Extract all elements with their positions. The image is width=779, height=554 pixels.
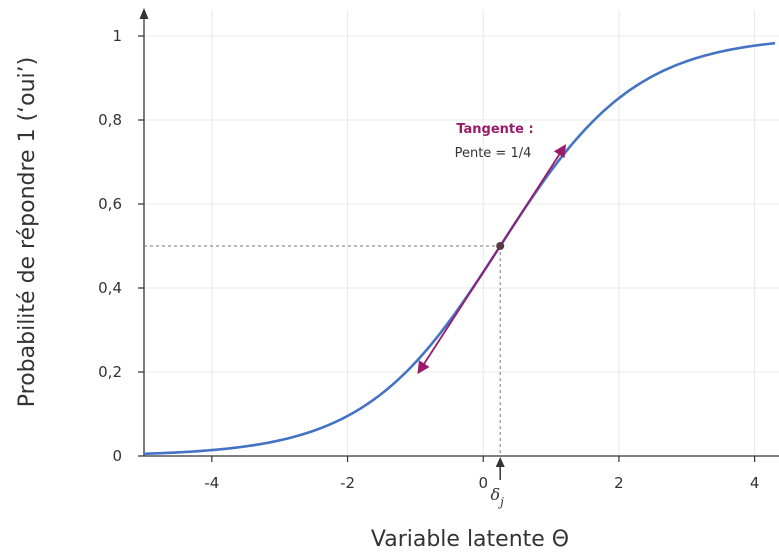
y-tick-label: 0,4 [98, 279, 122, 297]
guide-lines [144, 245, 501, 456]
inflection-point [496, 242, 505, 250]
y-tick-label: 0,2 [98, 363, 122, 381]
y-tick-label: 0 [112, 447, 122, 465]
x-tick-label: -2 [340, 474, 355, 492]
y-axis-arrow [139, 8, 149, 19]
tangent-title: Tangente : [456, 122, 533, 137]
delta-label: δj [491, 485, 505, 509]
logistic-curve [143, 41, 776, 456]
y-axis-title: Probabilité de répondre 1 (‘oui’) [15, 57, 40, 407]
tangent-annotation: Tangente : Pente = 1/4 [455, 122, 534, 161]
x-axis-title: Variable latente Θ [371, 527, 569, 552]
x-tick-label: 2 [614, 474, 624, 492]
tangent-slope-text: Pente = 1/4 [455, 146, 532, 161]
gridlines [144, 10, 779, 456]
delta-marker: δj [491, 457, 505, 509]
y-tick-label: 0,6 [98, 195, 122, 213]
y-tick-label: 0,8 [98, 111, 122, 129]
x-tick-label: -4 [204, 474, 219, 492]
x-tick-label: 4 [750, 474, 760, 492]
x-tick-labels: -4 -2 0 2 4 [204, 456, 759, 492]
tangent-line [417, 144, 567, 375]
y-tick-labels: 0 0,2 0,4 0,6 0,8 1 [98, 27, 144, 465]
series [143, 41, 776, 456]
delta-arrow-head [495, 457, 505, 467]
axes [139, 8, 779, 457]
tangent [417, 144, 567, 375]
y-tick-label: 1 [112, 27, 122, 45]
x-tick-label: 0 [478, 474, 488, 492]
